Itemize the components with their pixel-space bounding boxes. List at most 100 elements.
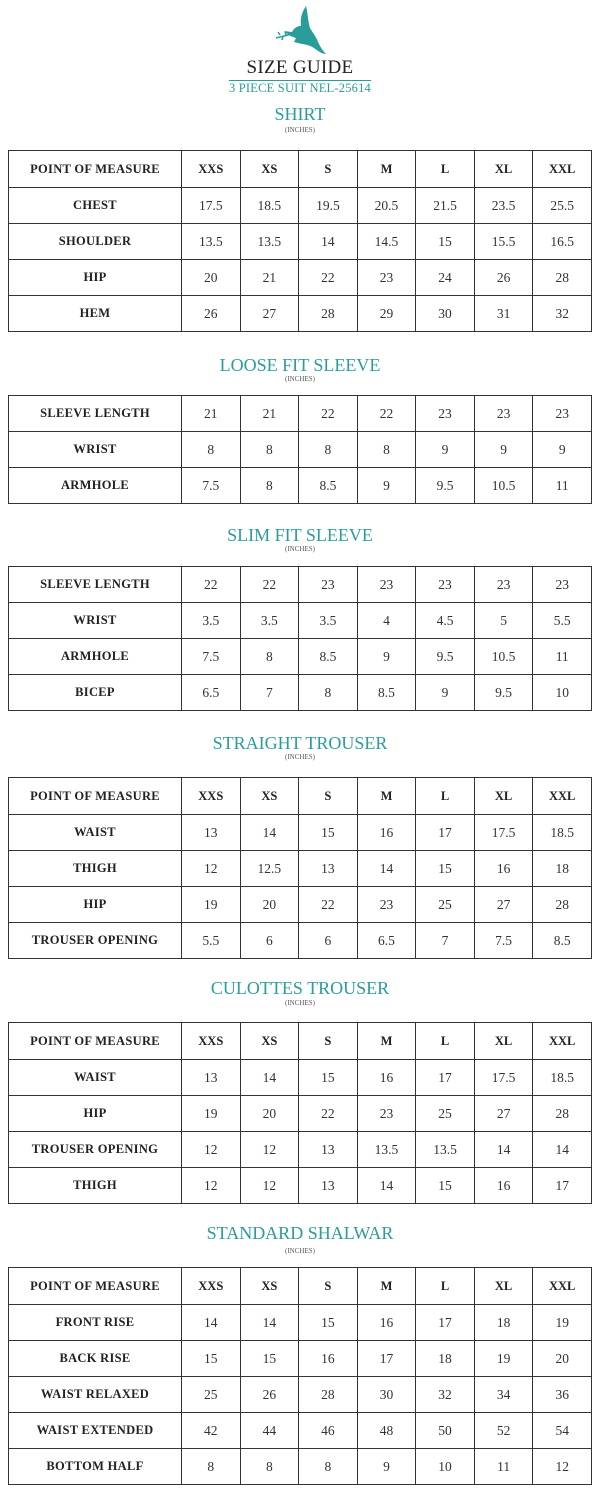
measure-value: 18 (532, 850, 592, 887)
measure-value: 18 (415, 1340, 475, 1377)
measure-value: 14.5 (356, 223, 417, 260)
measure-value: 12 (181, 1167, 241, 1204)
measure-value: 9 (473, 431, 534, 468)
measure-label: SHOULDER (8, 223, 182, 260)
measure-value: 19 (181, 1095, 241, 1132)
measure-value: 16 (473, 1167, 534, 1204)
column-header-size: XL (473, 1267, 534, 1305)
measure-value: 26 (473, 259, 534, 296)
table-row: CHEST 17.5 18.5 19.5 20.5 21.5 23.5 25.5 (8, 187, 592, 224)
measure-label: WAIST (8, 1059, 182, 1096)
measure-value: 28 (298, 1376, 358, 1413)
measure-value: 18.5 (532, 1059, 592, 1096)
measure-value: 17 (415, 814, 475, 851)
table-row: TROUSER OPENING 5.5 6 6 6.5 7 7.5 8.5 (8, 922, 592, 959)
measure-value: 9 (532, 431, 592, 468)
measure-value: 10 (532, 674, 592, 711)
measure-value: 8 (298, 674, 358, 711)
table-row: FRONT RISE 14 14 15 16 17 18 19 (8, 1304, 592, 1341)
measure-label: BOTTOM HALF (8, 1448, 182, 1485)
measure-value: 26 (239, 1376, 300, 1413)
column-header-size: XS (239, 777, 300, 815)
measure-value: 23 (532, 566, 592, 603)
measure-value: 6 (298, 922, 358, 959)
measure-value: 30 (415, 295, 475, 332)
measure-value: 6.5 (356, 922, 417, 959)
measure-value: 25.5 (532, 187, 592, 224)
measure-value: 8.5 (532, 922, 592, 959)
measure-value: 16 (356, 814, 417, 851)
table-row: WAIST 13 14 15 16 17 17.5 18.5 (8, 814, 592, 851)
table-row: SLEEVE LENGTH 22 22 23 23 23 23 23 (8, 566, 592, 603)
measure-value: 23 (415, 566, 475, 603)
measure-value: 7 (239, 674, 300, 711)
measure-value: 23 (356, 566, 417, 603)
measure-value: 23 (473, 395, 534, 432)
measure-value: 8 (298, 431, 358, 468)
measure-value: 17 (415, 1059, 475, 1096)
measure-value: 8 (239, 1448, 300, 1485)
measure-value: 10 (415, 1448, 475, 1485)
measure-label: WAIST RELAXED (8, 1376, 182, 1413)
measure-value: 28 (298, 295, 358, 332)
measure-value: 17.5 (181, 187, 241, 224)
column-header-size: XL (473, 150, 534, 188)
measure-value: 15 (415, 850, 475, 887)
measure-value: 16 (298, 1340, 358, 1377)
measure-value: 9.5 (473, 674, 534, 711)
table-row: THIGH 12 12.5 13 14 15 16 18 (8, 850, 592, 887)
measure-value: 19 (532, 1304, 592, 1341)
page-title: SIZE GUIDE (246, 57, 354, 78)
column-header-size: XXS (181, 1267, 241, 1305)
measure-label: FRONT RISE (8, 1304, 182, 1341)
measure-value: 15 (239, 1340, 300, 1377)
column-header-size: M (356, 150, 417, 188)
measure-label: TROUSER OPENING (8, 1131, 182, 1168)
measure-value: 16 (356, 1304, 417, 1341)
measure-value: 50 (415, 1412, 475, 1449)
measure-label: HIP (8, 886, 182, 923)
column-header-size: XS (239, 1267, 300, 1305)
measure-value: 14 (298, 223, 358, 260)
culottes-trouser-title: CULOTTES TROUSER (210, 978, 390, 998)
measure-value: 16.5 (532, 223, 592, 260)
table-row: ARMHOLE 7.5 8 8.5 9 9.5 10.5 11 (8, 638, 592, 675)
measure-value: 15.5 (473, 223, 534, 260)
measure-value: 3.5 (181, 602, 241, 639)
measure-label: CHEST (8, 187, 182, 224)
measure-value: 6 (239, 922, 300, 959)
measure-value: 17 (356, 1340, 417, 1377)
measure-value: 4.5 (415, 602, 475, 639)
measure-value: 20 (239, 1095, 300, 1132)
measure-value: 15 (298, 814, 358, 851)
measure-value: 6.5 (181, 674, 241, 711)
measure-value: 9 (356, 1448, 417, 1485)
measure-value: 8 (298, 1448, 358, 1485)
measure-value: 36 (532, 1376, 592, 1413)
measure-value: 18 (473, 1304, 534, 1341)
measure-value: 17.5 (473, 1059, 534, 1096)
measure-value: 12 (532, 1448, 592, 1485)
measure-value: 8.5 (298, 638, 358, 675)
measure-value: 28 (532, 259, 592, 296)
column-header-measure: POINT OF MEASURE (8, 1267, 182, 1305)
measure-value: 9.5 (415, 467, 475, 504)
table-row: SLEEVE LENGTH 21 21 22 22 23 23 23 (8, 395, 592, 432)
measure-label: SLEEVE LENGTH (8, 566, 182, 603)
table-row: WAIST 13 14 15 16 17 17.5 18.5 (8, 1059, 592, 1096)
measure-value: 9 (356, 467, 417, 504)
column-header-measure: POINT OF MEASURE (8, 777, 182, 815)
column-header-size: XXS (181, 1022, 241, 1060)
measure-value: 3.5 (298, 602, 358, 639)
measure-value: 11 (473, 1448, 534, 1485)
measure-value: 14 (532, 1131, 592, 1168)
measure-value: 12 (181, 850, 241, 887)
column-header-size: L (415, 1022, 475, 1060)
slim-fit-sleeve-unit: (INCHES) (285, 545, 315, 553)
column-header-size: M (356, 1022, 417, 1060)
measure-value: 16 (356, 1059, 417, 1096)
measure-value: 8 (239, 431, 300, 468)
table-row: WRIST 3.5 3.5 3.5 4 4.5 5 5.5 (8, 602, 592, 639)
measure-value: 23.5 (473, 187, 534, 224)
measure-value: 52 (473, 1412, 534, 1449)
